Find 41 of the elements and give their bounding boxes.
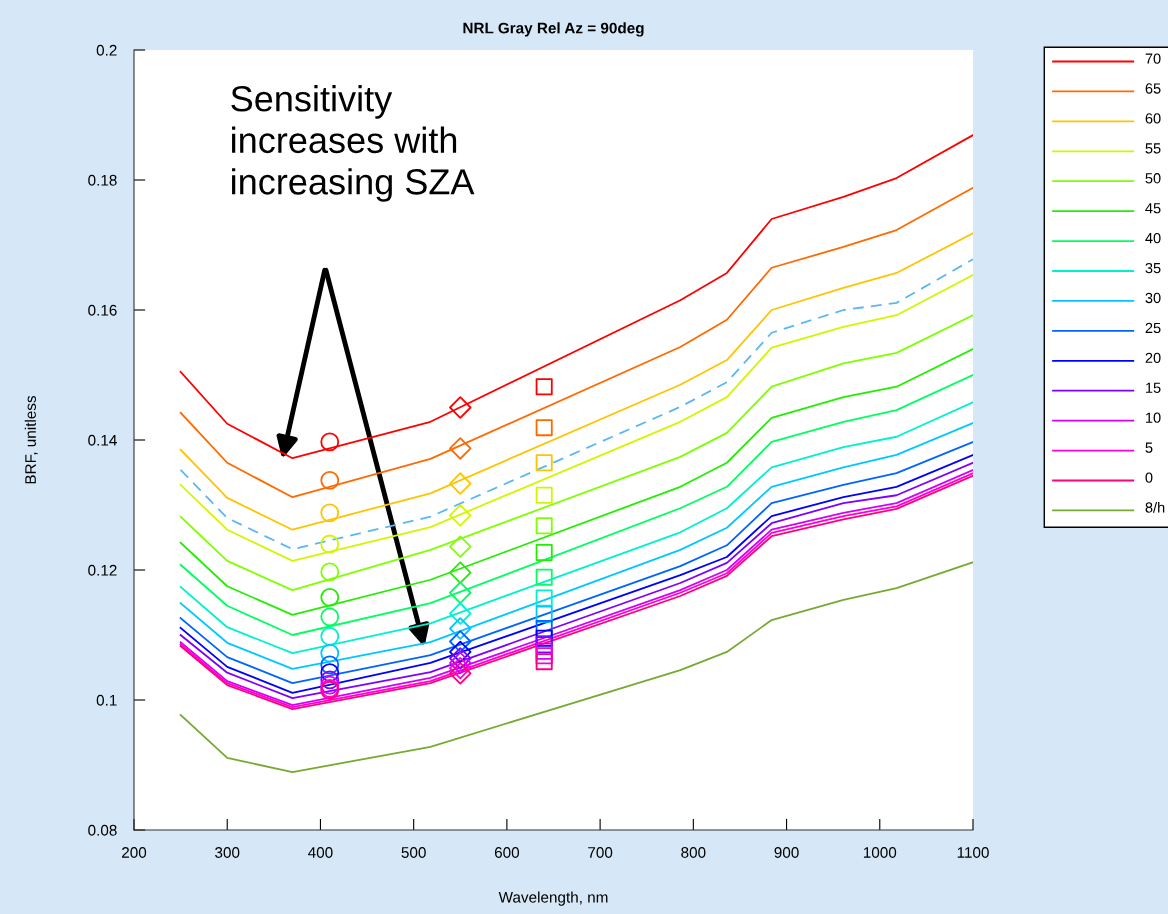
text: 15 [1146, 382, 1161, 393]
line-series [179, 314, 973, 592]
text: 65 [1145, 83, 1161, 94]
x-axis-title: Wavelength, nm [498, 891, 608, 906]
text: 70 [1145, 53, 1161, 64]
text: 45 [1145, 203, 1161, 214]
text: 0 [1145, 472, 1153, 483]
x-tick-label: 600 [494, 847, 520, 858]
text: 35 [1145, 262, 1161, 274]
text: 55 [1145, 143, 1161, 154]
x-tick-label: 400 [308, 847, 333, 858]
y-tick-label: 0.14 [88, 434, 117, 446]
y-tick-label: 0.1 [96, 694, 117, 706]
text: 10 [1146, 412, 1161, 423]
text: 60 [1145, 113, 1161, 124]
text: 25 [1145, 322, 1161, 334]
y-tick-label: 0.12 [88, 564, 117, 576]
y-tick-label: 0.2 [96, 44, 117, 56]
line-series [179, 561, 973, 774]
line-series [179, 348, 973, 616]
y-axis-title: BRF, unitless [24, 395, 38, 484]
annotation: Sensitivity increases with increasing SZA [231, 85, 475, 202]
text: 20 [1145, 352, 1161, 363]
x-tick-label: 500 [401, 847, 426, 858]
line-series [179, 374, 973, 636]
chart-title: NRL Gray Rel Az = 90deg [463, 22, 644, 37]
x-tick-label: 1100 [957, 847, 989, 858]
text: 30 [1145, 292, 1161, 304]
x-tick-label: 200 [122, 847, 147, 858]
x-tick-label: 900 [774, 847, 799, 858]
y-tick-label: 0.16 [88, 304, 117, 316]
text: 40 [1145, 232, 1161, 244]
y-tick-label: 0.18 [88, 174, 117, 186]
x-tick-label: 1000 [863, 847, 897, 858]
x-tick-label: 700 [588, 847, 613, 858]
x-tick-label: 800 [681, 847, 706, 858]
text: 5 [1145, 442, 1153, 453]
y-tick-label: 0.08 [88, 824, 117, 836]
text: 50 [1145, 173, 1161, 184]
x-tick-label: 300 [215, 847, 240, 858]
text: 8/h [1145, 501, 1165, 513]
